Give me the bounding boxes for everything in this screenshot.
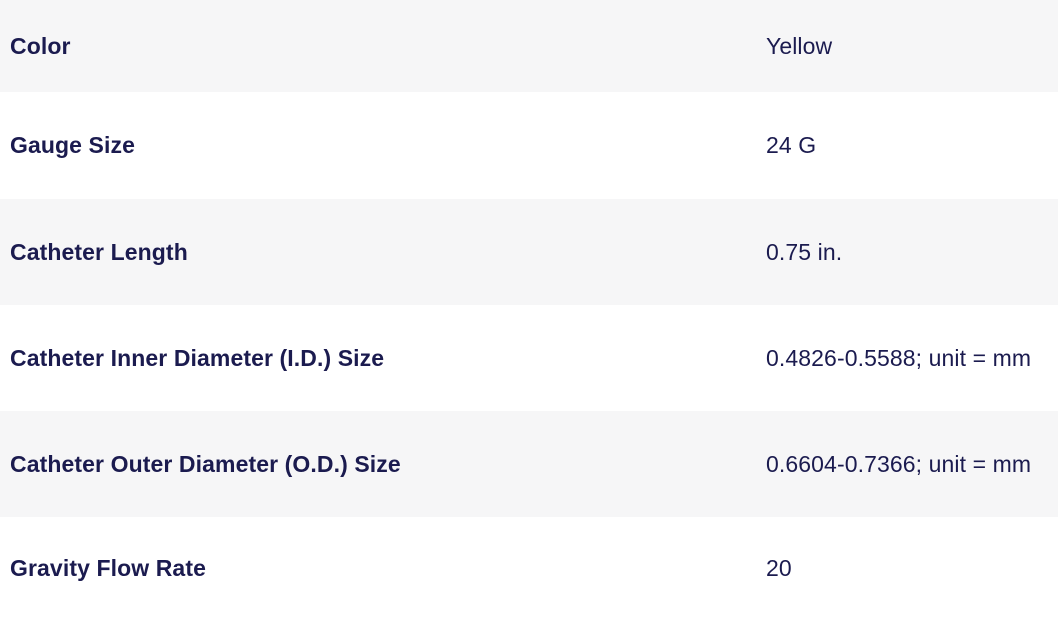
spec-row-outer-diameter: Catheter Outer Diameter (O.D.) Size 0.66… xyxy=(0,411,1058,517)
spec-value: Yellow xyxy=(766,32,833,59)
spec-row-inner-diameter: Catheter Inner Diameter (I.D.) Size 0.48… xyxy=(0,305,1058,411)
spec-label: Gauge Size xyxy=(10,132,135,158)
spec-row-color: Color Yellow xyxy=(0,0,1058,92)
spec-label: Gravity Flow Rate xyxy=(10,555,206,581)
spec-value: 0.75 in. xyxy=(766,238,843,265)
spec-row-gauge-size: Gauge Size 24 G xyxy=(0,92,1058,199)
spec-row-gravity-flow-rate: Gravity Flow Rate 20 xyxy=(0,517,1058,620)
spec-label: Catheter Inner Diameter (I.D.) Size xyxy=(10,344,385,371)
spec-value: 0.6604-0.7366; unit = mm xyxy=(766,450,1032,477)
spec-row-catheter-length: Catheter Length 0.75 in. xyxy=(0,199,1058,305)
spec-label: Color xyxy=(10,32,71,59)
spec-label: Catheter Outer Diameter (O.D.) Size xyxy=(10,450,401,477)
spec-label: Catheter Length xyxy=(10,238,188,265)
spec-value: 24 G xyxy=(766,132,817,158)
spec-value: 20 xyxy=(766,555,792,581)
spec-value: 0.4826-0.5588; unit = mm xyxy=(766,344,1032,371)
